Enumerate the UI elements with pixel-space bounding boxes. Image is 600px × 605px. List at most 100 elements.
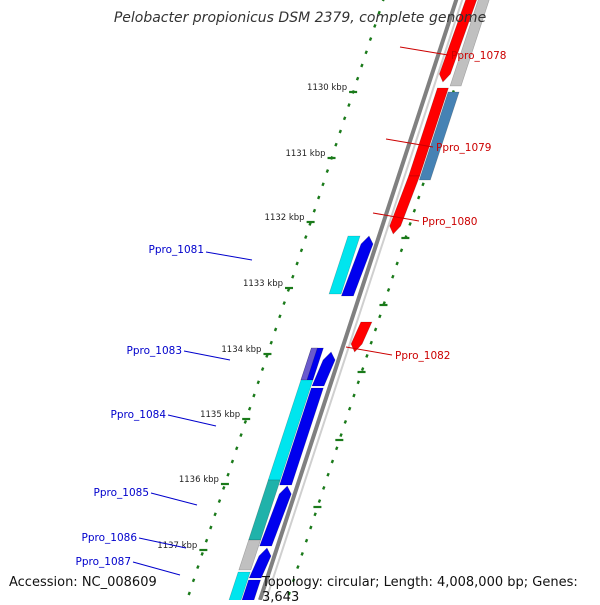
tick-dot [335,446,339,451]
scale-tick-label: 1133 kbp [243,279,283,289]
gene-ppro-1087-blue [240,579,261,605]
gene-ppro-1081-blue [340,235,374,297]
scale-tick-label: 1135 kbp [200,410,240,420]
tick-dot [287,591,291,596]
tick-dot [278,314,282,319]
tick-dot [347,406,352,411]
tick-dot [360,367,365,372]
backbone-layer [258,0,464,601]
tick-dot [296,565,300,570]
tick-dot [317,499,322,504]
tick-dot [191,578,196,583]
tick-dot [247,406,252,411]
gene-ppro-1082 [350,321,373,353]
accession-text: Accession: NC_008609 [9,575,157,590]
tick-dot [352,393,356,398]
tick-dot [399,248,404,253]
tick-dot [243,419,248,424]
label-leader-reverse [167,414,217,427]
gene-label-reverse: Ppro_1086 [82,532,138,544]
feature-layer [227,0,490,605]
tick-dot [421,182,425,187]
tick-dot [369,340,373,345]
tick-dot [273,327,278,332]
gene-ppro-1079 [418,91,460,181]
tick-dot [391,274,395,279]
tick-dot [347,103,351,108]
tick-dot [365,353,369,358]
gene-ppro-1080 [389,175,421,235]
label-leader-forward [399,46,449,56]
tick-dot [395,261,399,266]
tick-dot [226,472,230,477]
tick-dot [291,274,295,279]
gene-ppro-1086-blue [248,547,272,579]
tick-dot [355,76,360,81]
tick-dot [300,551,304,556]
tick-dot [230,459,235,464]
tick-dot [377,10,381,15]
tick-dot [339,433,343,438]
gene-label-reverse: Ppro_1087 [76,556,131,568]
gene-label-forward: Ppro_1079 [436,142,491,154]
scale-tick-label: 1130 kbp [307,83,347,93]
scale-tick-label: 1134 kbp [221,345,261,355]
tick-dot [295,261,299,266]
gene-label-forward: Ppro_1080 [422,216,477,228]
label-leader-reverse [138,537,187,549]
tick-dot [317,195,321,200]
tick-dot [304,538,309,543]
tick-dot [408,221,412,226]
map-title: Pelobacter propionicus DSM 2379, complet… [113,10,487,26]
gene-label-forward: Ppro_1078 [451,50,506,62]
tick-dot [209,525,213,530]
gene-ppro-1085-blue [259,485,292,547]
tick-dot [378,314,382,319]
tick-dot [196,565,200,570]
gene-ppro-1078-partner [449,0,490,87]
label-leader-reverse [132,561,181,576]
scale-tick-label: 1136 kbp [179,475,219,485]
tick-dot [260,367,265,372]
gene-ppro-1083-blue [311,351,336,387]
tick-dot [343,419,348,424]
tick-dot [313,512,317,517]
gene-label-reverse: Ppro_1085 [94,487,149,499]
tick-dot [222,485,226,490]
genome-summary-text: Topology: circular; Length: 4,008,000 bp… [262,575,578,605]
gene-ppro-1086 [238,539,262,571]
tick-dot [325,169,330,174]
label-leader-forward [385,138,434,148]
tick-dot [200,551,204,556]
tick-dot [322,485,326,490]
tick-dot [269,340,273,345]
gene-ppro-1081 [328,235,361,295]
tick-dot [252,393,256,398]
tick-dot [356,380,361,385]
tick-dot [368,37,373,42]
gene-label-reverse: Ppro_1083 [127,345,182,357]
tick-dot [326,472,330,477]
tick-dot [386,287,391,292]
gene-label-reverse: Ppro_1081 [149,244,204,256]
tick-dot [299,248,304,253]
tick-dot [334,142,338,147]
tick-dot [342,116,347,121]
tick-dot [204,538,209,543]
backbone-line-outer [258,0,459,601]
gene-label-reverse: Ppro_1084 [111,409,167,421]
scale-tick-label: 1132 kbp [265,213,305,223]
tick-dot [373,23,377,28]
gene-ppro-1084-blue [279,387,324,486]
gene-label-forward: Ppro_1082 [395,350,450,362]
tick-dot [373,327,378,332]
label-leader-reverse [205,251,253,261]
tick-dot [304,235,308,240]
label-leader-reverse [150,492,198,506]
tick-dot [321,182,325,187]
gene-ppro-1078 [439,0,477,83]
label-leader-forward [345,346,393,356]
backbone-line-inner [265,0,464,601]
tick-dot [412,208,417,213]
